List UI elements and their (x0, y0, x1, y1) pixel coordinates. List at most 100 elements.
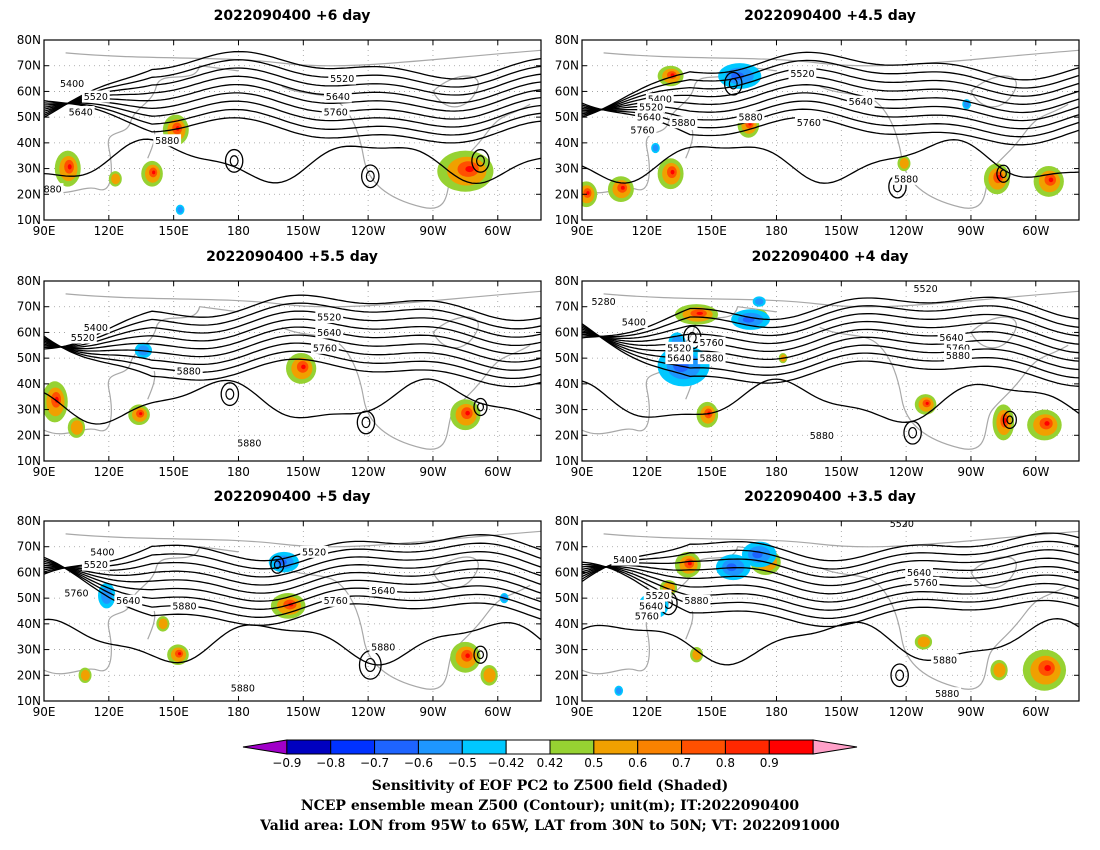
lon-tick-label: 120E (94, 224, 125, 238)
lat-tick-label: 50N (555, 110, 579, 124)
contour-label-bg (635, 111, 663, 124)
colorbar-box (681, 739, 726, 755)
positive-sensitivity-area (1044, 421, 1050, 426)
lon-tick-label: 120E (94, 705, 125, 719)
negative-sensitivity-area (652, 144, 659, 152)
lat-tick-label: 70N (17, 300, 41, 314)
z500-contour (582, 320, 1079, 345)
lat-tick-label: 80N (17, 274, 41, 288)
contour-label: 5880 (810, 431, 834, 442)
contour-label-bg (369, 641, 398, 653)
z500-contour (582, 540, 1079, 580)
contour-label-bg (807, 429, 836, 442)
lat-tick-label: 10N (17, 694, 41, 708)
closed-contour (908, 426, 918, 439)
colorbar-label: −0.8 (316, 756, 345, 770)
lon-tick-label: 60W (484, 705, 511, 719)
lon-tick-label: 90E (571, 705, 594, 719)
contour-label: 880 (44, 185, 62, 196)
contour-label: 5520 (639, 102, 663, 113)
lon-tick-label: 150E (696, 705, 727, 719)
contour-label-bg (628, 124, 657, 136)
z500-contour (44, 67, 541, 115)
z500-contour (44, 559, 541, 586)
contour-label: 5640 (317, 328, 341, 339)
colorbar-label: 0.9 (760, 756, 779, 770)
lon-tick-label: 150W (824, 465, 859, 479)
closed-contour (273, 560, 281, 570)
contour-label: 5640 (849, 97, 873, 108)
colorbar-label: 0.42 (537, 756, 564, 770)
colorbar-box (593, 739, 639, 755)
lat-tick-label: 50N (555, 351, 579, 365)
lon-tick-label: 90W (419, 224, 446, 238)
z500-contour (582, 378, 1079, 423)
lat-tick-label: 40N (17, 136, 41, 150)
z500-contour (582, 557, 1079, 587)
z500-contour (582, 328, 1079, 354)
contour-label-bg (174, 365, 203, 377)
contour-label-bg (611, 553, 640, 566)
lon-tick-label: 180 (765, 465, 788, 479)
lat-tick-label: 60N (555, 325, 579, 339)
lat-tick-label: 10N (555, 454, 579, 468)
contour-label: 5880 (935, 689, 959, 700)
colorbar-arrow-high (812, 739, 858, 755)
closed-contour (895, 669, 905, 682)
lon-tick-label: 150W (824, 224, 859, 238)
panel-title-5p5day: 2022090400 +5.5 day (206, 249, 378, 265)
map-panel-5p5day: 540055205880588055205640576010N20N30N40N… (17, 274, 542, 479)
lon-tick-label: 90E (33, 465, 56, 479)
lat-tick-label: 60N (17, 325, 41, 339)
colorbar-box (637, 739, 683, 755)
lat-tick-label: 30N (17, 643, 41, 657)
contour-label-bg (643, 589, 672, 602)
closed-contour (473, 645, 488, 664)
contour-label-bg (114, 594, 143, 607)
contour-label-bg (62, 587, 91, 599)
contour-label-bg (328, 72, 357, 85)
positive-sensitivity-area (586, 191, 590, 195)
z500-contour (582, 67, 1079, 115)
lat-tick-label: 20N (17, 428, 41, 442)
lat-tick-label: 70N (555, 540, 579, 554)
closed-contour (473, 397, 488, 417)
lat-tick-label: 20N (17, 668, 41, 682)
colorbar-box (724, 739, 770, 755)
contour-label-bg (369, 584, 398, 597)
contour-label: 5640 (907, 568, 931, 579)
map-frame (581, 280, 1080, 462)
panel-title-5day: 2022090400 +5 day (214, 489, 371, 505)
contour-label-bg (153, 134, 182, 147)
z500-contour (44, 294, 541, 350)
lon-tick-label: 90W (957, 465, 984, 479)
contour-label: 5760 (630, 126, 654, 137)
closed-contour (471, 148, 490, 173)
contour-label-bg (665, 341, 694, 354)
colorbar-label: 0.8 (716, 756, 735, 770)
closed-contour (360, 164, 380, 189)
z500-contour (44, 59, 541, 116)
positive-sensitivity-area (483, 668, 496, 683)
closed-contour (270, 555, 285, 574)
z500-contour (44, 335, 541, 388)
contour-label-bg (619, 316, 648, 329)
lon-tick-label: 120W (351, 705, 386, 719)
lon-tick-label: 120E (94, 465, 125, 479)
lon-tick-label: 180 (765, 705, 788, 719)
closed-contour (364, 657, 376, 673)
contour-label-bg (911, 282, 940, 295)
lat-tick-label: 10N (17, 454, 41, 468)
lat-tick-label: 10N (555, 213, 579, 227)
coastline (44, 49, 541, 209)
colorbar-box (330, 739, 376, 755)
contour-label-bg (637, 599, 666, 612)
coastline (582, 290, 1079, 450)
lat-tick-label: 70N (17, 59, 41, 73)
contour-label: 5520 (646, 591, 670, 602)
z500-contour (44, 302, 541, 349)
lat-tick-label: 80N (555, 274, 579, 288)
positive-sensitivity-area (139, 412, 143, 416)
contour-label: 5520 (667, 343, 691, 354)
